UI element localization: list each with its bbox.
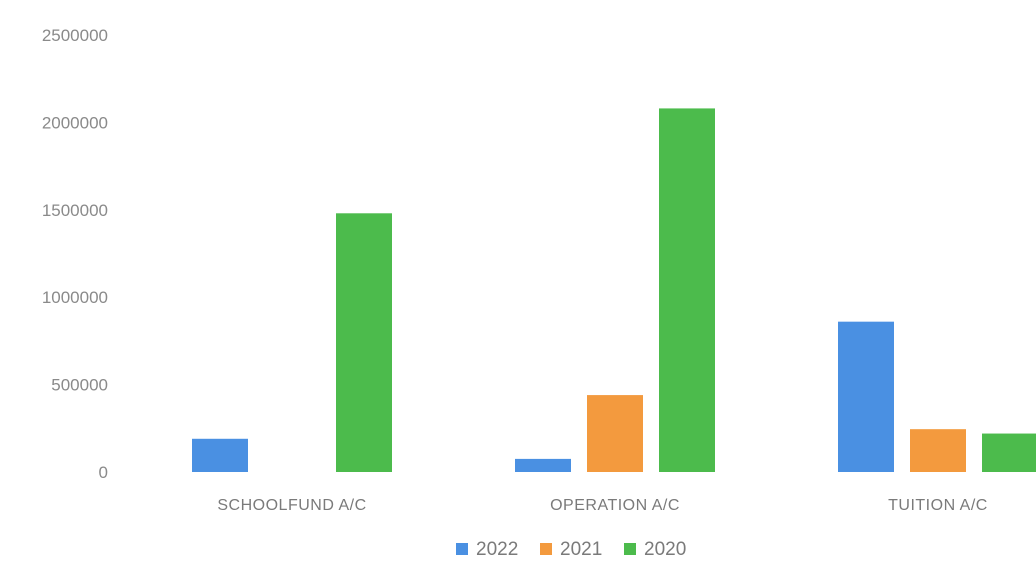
y-tick-label: 500000: [51, 376, 108, 395]
legend-label: 2022: [476, 539, 518, 560]
y-tick-label: 0: [99, 463, 108, 482]
legend-swatch: [456, 543, 468, 555]
legend-label: 2021: [560, 539, 602, 560]
bar-2022-3: [838, 321, 894, 472]
bar-2022-1: [192, 438, 248, 472]
legend-swatch: [624, 543, 636, 555]
bar-2020-1: [336, 213, 392, 472]
bar-2020-3: [982, 433, 1036, 472]
x-category-label: TUITION A/C: [888, 497, 988, 514]
x-category-label: SCHOOLFUND A/C: [217, 497, 366, 514]
x-axis: SCHOOLFUND A/C OPERATION A/C TUITION A/C: [217, 497, 987, 514]
legend-label: 2020: [644, 539, 686, 560]
bars: [192, 108, 1036, 472]
x-category-label: OPERATION A/C: [550, 497, 680, 514]
bar-2020-2: [659, 108, 715, 472]
bar-2021-2: [587, 395, 643, 472]
legend-swatch: [540, 543, 552, 555]
y-tick-label: 2000000: [42, 113, 108, 132]
y-axis: 0 500000 1000000 1500000 2000000 2500000: [42, 26, 108, 482]
legend: 2022 2021 2020: [456, 539, 686, 560]
y-tick-label: 1500000: [42, 201, 108, 220]
bar-2021-3: [910, 429, 966, 472]
y-tick-label: 1000000: [42, 288, 108, 307]
bar-2022-2: [515, 458, 571, 472]
y-tick-label: 2500000: [42, 26, 108, 45]
